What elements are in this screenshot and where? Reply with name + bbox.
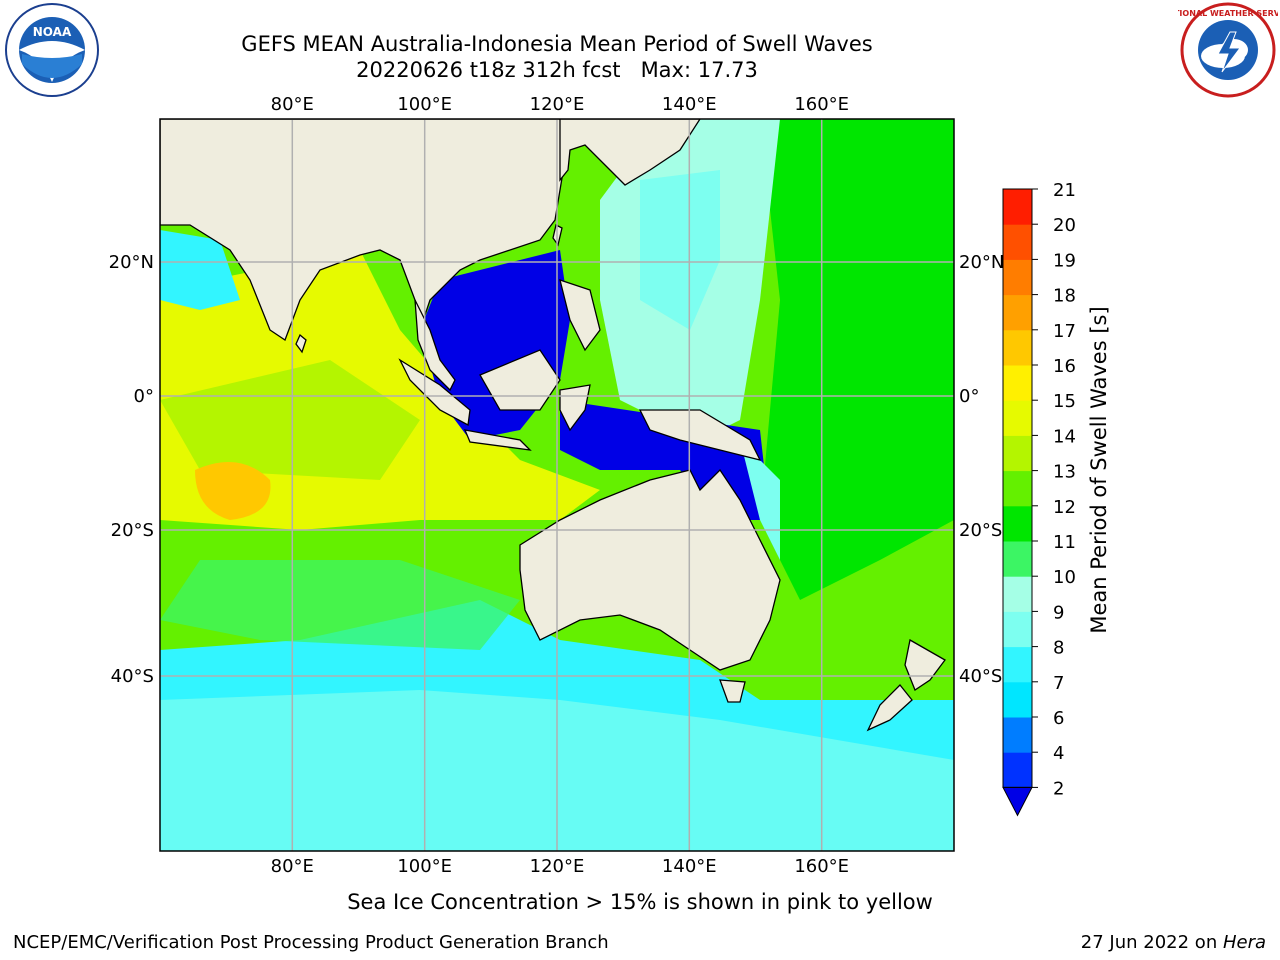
noaa-logo-text: NOAA [33,25,72,39]
colorbar-segment [1003,611,1032,648]
colorbar-segment [1003,717,1032,753]
lon-top-label: 120°E [530,94,585,115]
colorbar-segment [1003,470,1032,507]
colorbar-tick-label: 4 [1053,743,1064,764]
japan-korea-land [559,119,701,186]
java-land [463,429,532,451]
colorbar-tick-label: 8 [1053,638,1064,659]
gridlines [160,119,954,851]
colorbar-tick-label: 19 [1053,250,1076,271]
lon-bottom-label: 100°E [397,856,452,877]
lat-left-label: 20°N [109,252,154,273]
colorbar-segment [1003,294,1032,331]
colorbar-extend-arrow [1002,786,1033,817]
colorbar-segment [1003,681,1032,718]
lat-left-label: 0° [134,386,154,407]
colorbar-frame [1002,188,1033,788]
footer-system: Hera [1222,932,1266,953]
colorbar-tick-label: 13 [1053,462,1076,483]
lon-top-label: 100°E [397,94,452,115]
colorbar-tick-label: 6 [1053,708,1064,729]
nws-logo-text: NATIONAL WEATHER SERVICE [1178,9,1278,18]
colorbar-segment [1003,541,1032,577]
lat-right-label: 20°S [959,520,1002,541]
lat-right-label: 0° [959,386,979,407]
lat-left-label: 20°S [111,520,154,541]
map-plot-area [160,119,954,851]
lat-right-label: 40°S [959,666,1002,687]
lon-top-label: 80°E [271,94,314,115]
colorbar-segment [1003,752,1032,788]
colorbar: 2 4 6 7 8 9 10 11 12 13 14 15 16 17 18 19 20 21 [1002,180,1076,817]
noaa-logo-icon: NOAA [5,3,99,97]
footer-date: 27 Jun 2022 on Hera [1080,932,1266,953]
colorbar-tick-label: 20 [1053,215,1076,236]
colorbar-segment [1003,329,1032,366]
tasmania-land [719,679,746,703]
colorbar-tick-label: 15 [1053,391,1076,412]
sea-ice-note: Sea Ice Concentration > 15% is shown in … [347,890,933,914]
colorbar-tick-label: 11 [1053,532,1076,553]
chart-subtitle: 20220626 t18z 312h fcst Max: 17.73 [356,58,758,82]
colorbar-segment [1003,189,1032,225]
colorbar-segment [1003,365,1032,401]
borneo-land [479,349,561,411]
nws-logo-icon: NATIONAL WEATHER SERVICE [1178,2,1278,98]
new-guinea-land [638,409,762,461]
colorbar-tick-label: 16 [1053,356,1076,377]
colorbar-segment [1003,505,1032,542]
sri-lanka-land [295,333,307,354]
philippines-land [559,279,601,352]
lat-left-label: 40°S [111,666,154,687]
new-zealand-south-land [866,684,913,732]
new-zealand-north-land [904,638,946,691]
map-frame [159,118,955,852]
band-orange-core [195,462,271,520]
colorbar-segment [1003,224,1032,260]
colorbar-segment [1003,576,1032,612]
colorbar-tick-label: 18 [1053,286,1076,307]
band-lime-indian [160,360,420,480]
band-green-pacific [760,119,954,600]
colorbar-segment [1003,435,1032,472]
lon-bottom-label: 160°E [794,856,849,877]
lon-top-label: 140°E [662,94,717,115]
lon-bottom-label: 80°E [271,856,314,877]
band-cyan-pacific [640,170,720,330]
colorbar-tick-label: 2 [1053,778,1064,799]
colorbar-segment [1003,259,1032,296]
colorbar-segment [1003,646,1032,683]
band-cyan-bay-bengal [160,230,240,310]
lon-bottom-label: 120°E [530,856,585,877]
colorbar-tick-label: 21 [1053,180,1076,201]
colorbar-tick-label: 7 [1053,673,1064,694]
footer-credit: NCEP/EMC/Verification Post Processing Pr… [13,932,609,953]
colorbar-tick-label: 17 [1053,321,1076,342]
colorbar-tick-label: 14 [1053,426,1076,447]
australia-land [519,468,781,671]
sumatra-land [398,358,471,427]
band-green-southwest [160,560,520,650]
colorbar-tick-label: 10 [1053,567,1076,588]
colorbar-label: Mean Period of Swell Waves [s] [1087,306,1111,633]
lon-bottom-label: 140°E [662,856,717,877]
lat-right-label: 20°N [959,252,1004,273]
colorbar-tick-label: 9 [1053,602,1064,623]
asia-land [160,119,566,341]
colorbar-tick-label: 12 [1053,497,1076,518]
colorbar-segment [1003,400,1032,436]
lon-top-label: 160°E [794,94,849,115]
chart-title: GEFS MEAN Australia-Indonesia Mean Perio… [241,32,873,56]
